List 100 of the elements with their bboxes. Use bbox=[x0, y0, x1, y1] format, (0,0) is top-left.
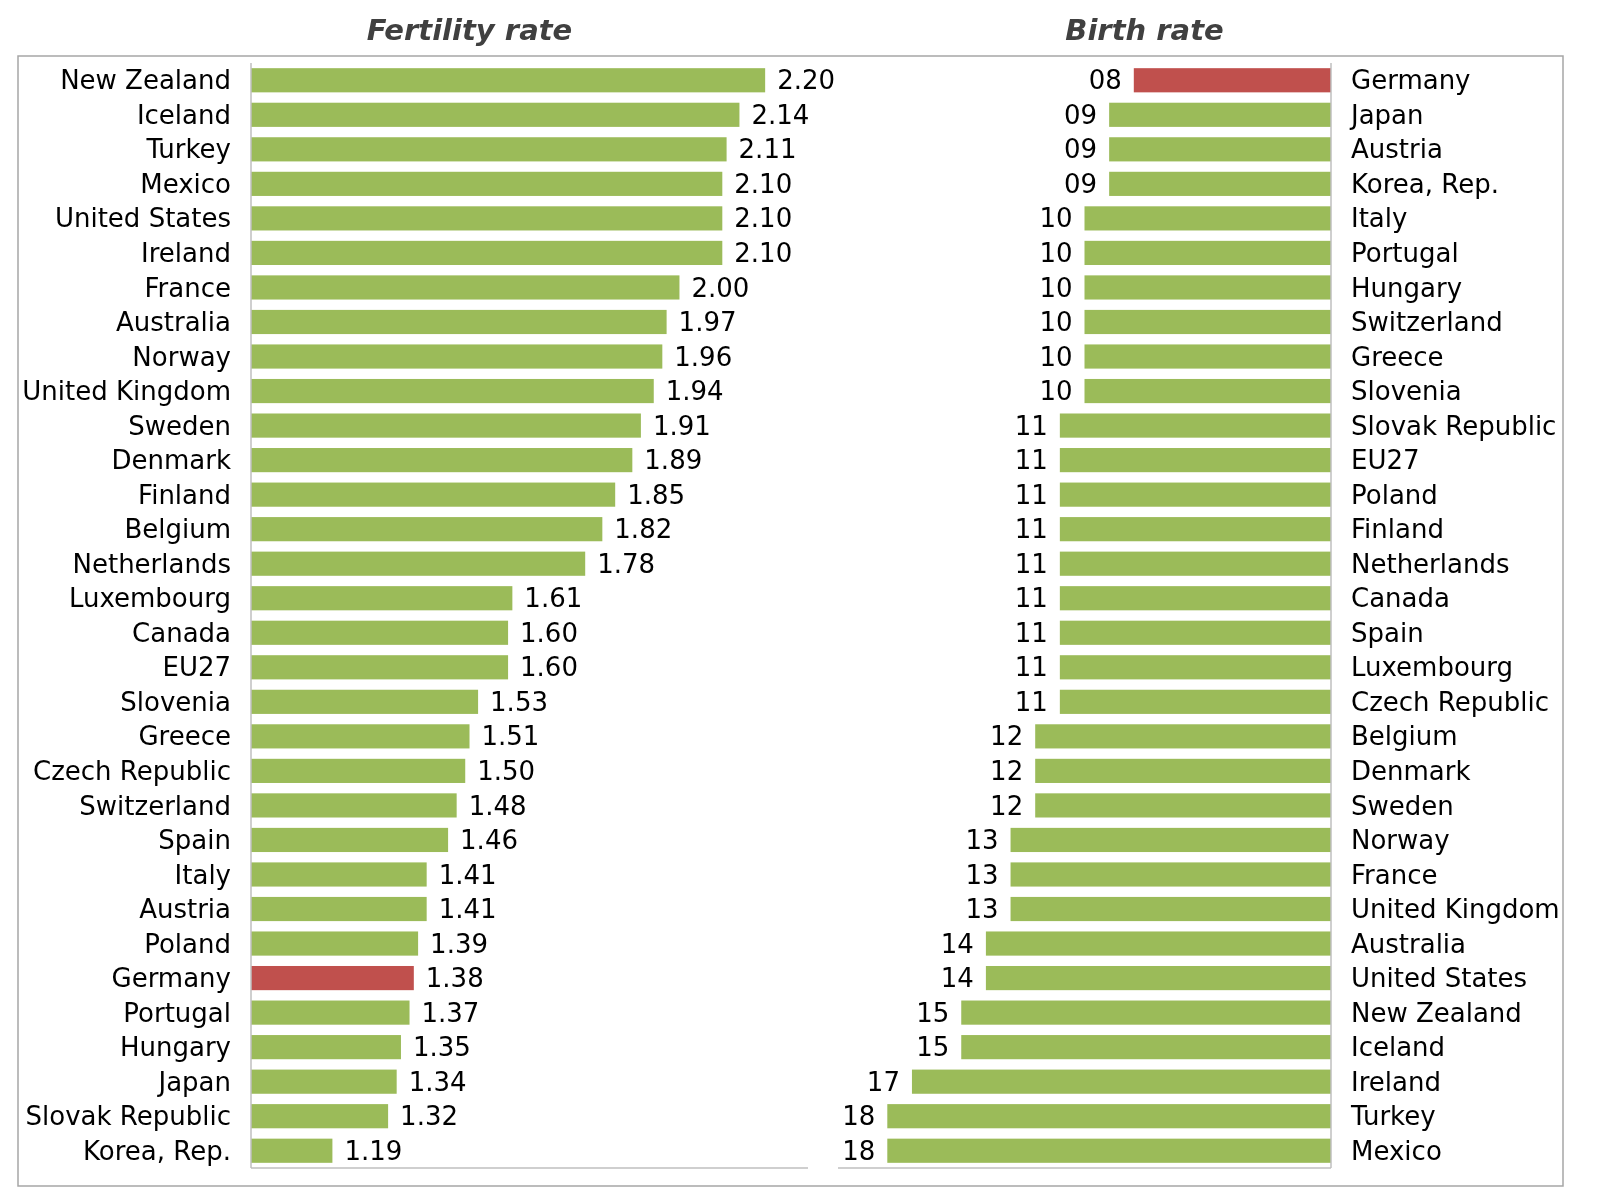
data-label: 11 bbox=[1014, 445, 1048, 476]
bar bbox=[1084, 344, 1331, 369]
data-label: 11 bbox=[1014, 548, 1048, 579]
data-label: 11 bbox=[1014, 686, 1048, 717]
data-label: 1.37 bbox=[421, 997, 480, 1028]
category-label: United States bbox=[54, 203, 231, 234]
bar bbox=[985, 931, 1331, 956]
category-label: Korea, Rep. bbox=[83, 1135, 231, 1166]
bar bbox=[1059, 413, 1331, 438]
category-label: Slovenia bbox=[1351, 376, 1462, 407]
data-label: 1.35 bbox=[412, 1032, 471, 1063]
data-label: 1.41 bbox=[438, 894, 497, 925]
data-label: 1.78 bbox=[597, 548, 656, 579]
data-label: 10 bbox=[1039, 376, 1073, 407]
data-label: 1.38 bbox=[425, 963, 484, 994]
category-label: Germany bbox=[111, 963, 231, 994]
data-label: 14 bbox=[940, 963, 974, 994]
chart-title: Fertility rate bbox=[366, 13, 573, 47]
data-label: 11 bbox=[1014, 617, 1048, 648]
data-label: 11 bbox=[1014, 479, 1048, 510]
category-label: Australia bbox=[1351, 928, 1467, 959]
data-label: 11 bbox=[1014, 410, 1048, 441]
category-label: Greece bbox=[1351, 341, 1444, 372]
category-label: Poland bbox=[144, 928, 231, 959]
data-label: 2.00 bbox=[691, 272, 750, 303]
category-label: Switzerland bbox=[79, 790, 231, 821]
category-label: Poland bbox=[1351, 479, 1438, 510]
data-label: 10 bbox=[1039, 307, 1073, 338]
bar bbox=[1059, 448, 1331, 473]
category-label: Spain bbox=[1351, 617, 1424, 648]
category-label: Austria bbox=[1351, 134, 1443, 165]
data-label: 11 bbox=[1014, 583, 1048, 614]
category-label: Austria bbox=[139, 894, 231, 925]
bar bbox=[1109, 137, 1331, 162]
data-label: 1.96 bbox=[674, 341, 733, 372]
bar bbox=[961, 1000, 1331, 1025]
data-label: 1.51 bbox=[481, 721, 540, 752]
data-label: 1.50 bbox=[477, 755, 536, 786]
data-label: 13 bbox=[965, 825, 999, 856]
data-label: 1.91 bbox=[652, 410, 711, 441]
category-label: France bbox=[144, 272, 231, 303]
category-label: Netherlands bbox=[72, 548, 231, 579]
data-label: 09 bbox=[1064, 134, 1098, 165]
data-label: 11 bbox=[1014, 652, 1048, 683]
category-label: Canada bbox=[1351, 583, 1450, 614]
data-label: 13 bbox=[965, 894, 999, 925]
category-label: Ireland bbox=[1351, 1066, 1441, 1097]
category-label: Canada bbox=[132, 617, 231, 648]
bar bbox=[1059, 689, 1331, 714]
data-label: 1.60 bbox=[520, 652, 578, 683]
category-label: Hungary bbox=[119, 1032, 231, 1063]
bar bbox=[1010, 896, 1331, 922]
bar bbox=[1133, 68, 1331, 93]
category-label: Hungary bbox=[1351, 272, 1463, 303]
data-label: 2.20 bbox=[777, 65, 836, 96]
category-label: Korea, Rep. bbox=[1351, 168, 1499, 199]
data-label: 1.34 bbox=[408, 1066, 467, 1097]
bar bbox=[1084, 206, 1331, 231]
bar bbox=[1059, 620, 1331, 645]
chart-title: Birth rate bbox=[1065, 13, 1224, 47]
category-label: Norway bbox=[132, 341, 231, 372]
category-label: New Zealand bbox=[60, 65, 231, 96]
bar bbox=[1010, 827, 1331, 853]
category-label: Czech Republic bbox=[33, 755, 231, 786]
category-label: Sweden bbox=[1351, 790, 1454, 821]
data-label: 2.10 bbox=[734, 203, 793, 234]
data-label: 1.85 bbox=[627, 479, 686, 510]
data-label: 10 bbox=[1039, 272, 1073, 303]
data-label: 1.60 bbox=[520, 617, 578, 648]
bar bbox=[1035, 724, 1331, 749]
data-label: 2.14 bbox=[751, 99, 810, 130]
data-label: 2.11 bbox=[738, 134, 797, 165]
category-label: Italy bbox=[1351, 203, 1408, 234]
category-label: Italy bbox=[174, 859, 231, 890]
bar bbox=[1059, 482, 1331, 507]
category-label: Slovenia bbox=[120, 686, 231, 717]
category-label: Mexico bbox=[1351, 1135, 1442, 1166]
category-label: Czech Republic bbox=[1351, 686, 1549, 717]
data-label: 09 bbox=[1064, 99, 1098, 130]
category-label: Japan bbox=[158, 1066, 231, 1097]
category-label: Portugal bbox=[123, 997, 231, 1028]
category-label: France bbox=[1351, 859, 1438, 890]
bar bbox=[887, 1104, 1331, 1129]
category-label: Germany bbox=[1351, 65, 1471, 96]
category-label: Iceland bbox=[136, 99, 231, 130]
data-label: 1.32 bbox=[400, 1101, 458, 1132]
data-label: 11 bbox=[1014, 514, 1048, 545]
data-label: 1.41 bbox=[438, 859, 497, 890]
bar bbox=[1059, 586, 1331, 611]
category-label: Belgium bbox=[1351, 721, 1458, 752]
category-label: Ireland bbox=[141, 238, 231, 269]
data-label: 08 bbox=[1088, 65, 1122, 96]
bar bbox=[1010, 862, 1331, 887]
category-label: Spain bbox=[158, 825, 231, 856]
category-label: Netherlands bbox=[1351, 548, 1510, 579]
data-label: 1.53 bbox=[490, 686, 548, 717]
category-label: Luxembourg bbox=[68, 583, 231, 614]
data-label: 12 bbox=[990, 755, 1024, 786]
data-label: 2.10 bbox=[734, 168, 793, 199]
bar bbox=[961, 1035, 1331, 1060]
